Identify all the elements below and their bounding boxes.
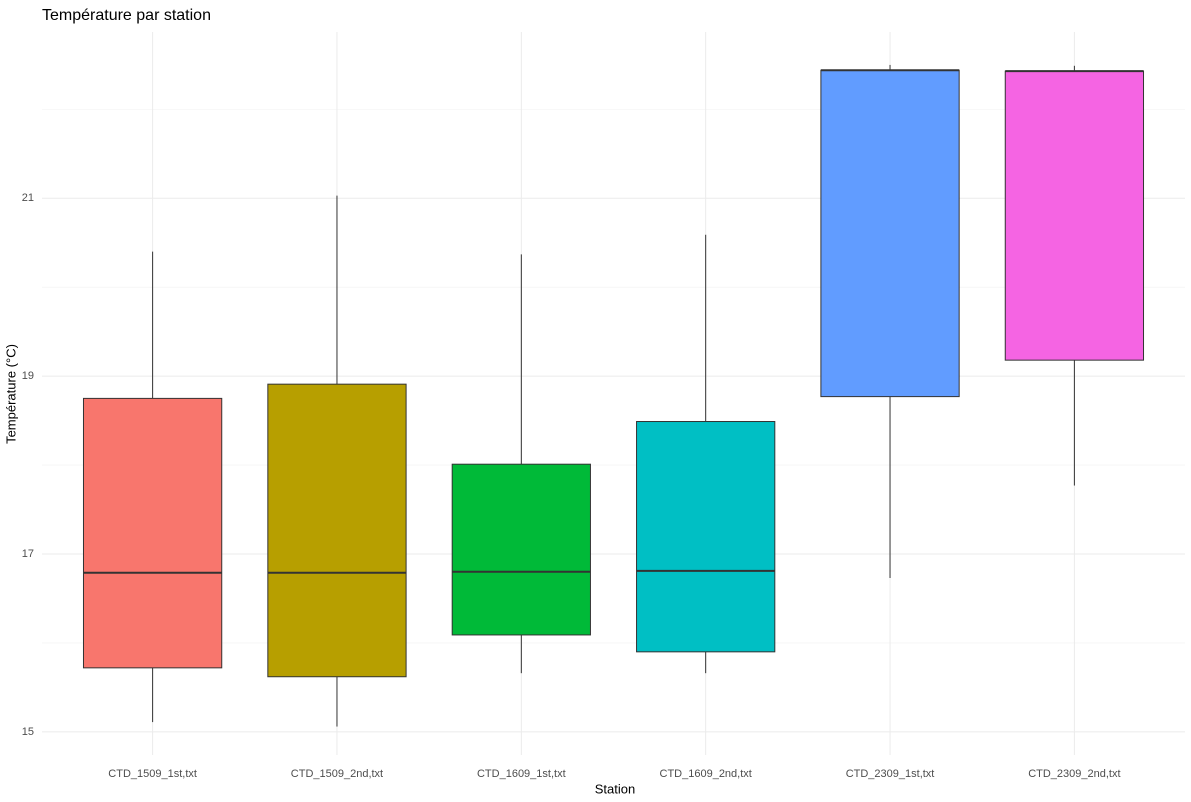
y-tick-label: 15: [22, 726, 34, 738]
y-tick-label: 17: [22, 548, 34, 560]
box: [636, 421, 776, 653]
y-tick-label: 19: [22, 370, 34, 382]
x-tick-label: CTD_1609_1st,txt: [477, 768, 566, 780]
y-axis-label: Température (°C): [3, 344, 18, 444]
box: [820, 69, 960, 398]
x-tick-label: CTD_2309_1st,txt: [846, 768, 935, 780]
x-tick-label: CTD_2309_2nd,txt: [1028, 768, 1120, 780]
box: [1004, 70, 1145, 361]
x-tick-label: CTD_1609_2nd,txt: [660, 768, 752, 780]
box: [82, 397, 223, 669]
y-tick-label: 21: [22, 192, 34, 204]
x-axis-label: Station: [595, 781, 635, 796]
box: [267, 383, 407, 678]
box: [451, 463, 591, 636]
x-tick-label: CTD_1509_2nd,txt: [291, 768, 383, 780]
chart-title: Température par station: [42, 7, 211, 24]
x-tick-label: CTD_1509_1st,txt: [108, 768, 197, 780]
